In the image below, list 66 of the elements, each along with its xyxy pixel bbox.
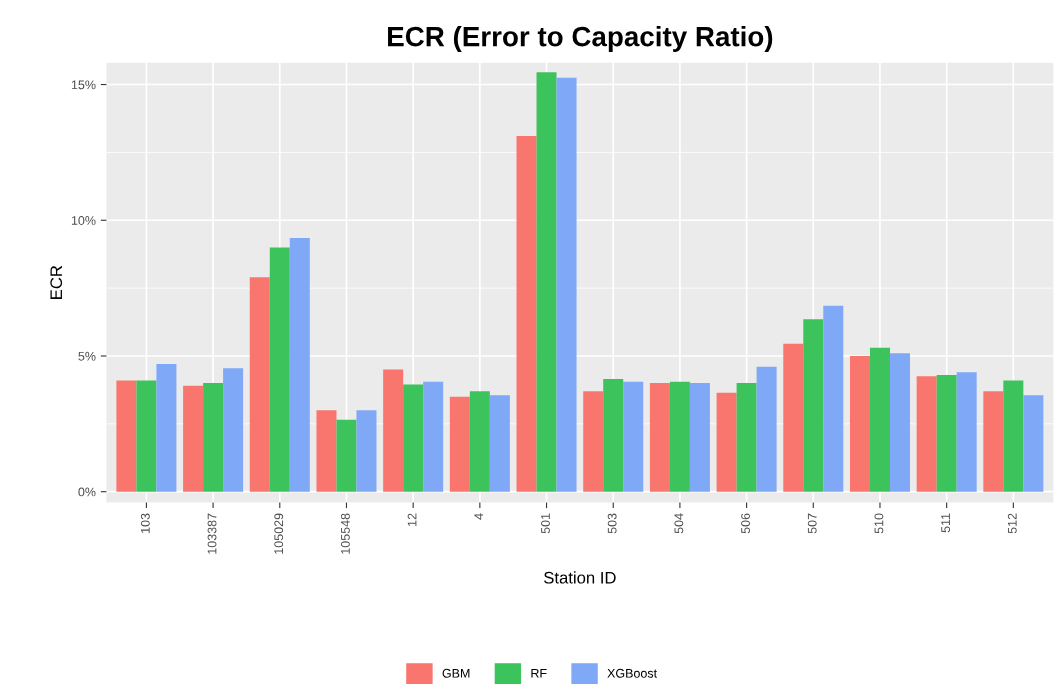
bar: [449, 396, 470, 492]
bar: [223, 368, 244, 492]
bar: [516, 136, 537, 492]
bar: [603, 379, 624, 492]
bar: [423, 381, 444, 492]
bar: [783, 343, 804, 492]
bar: [156, 364, 177, 492]
x-tick-label: 105029: [274, 513, 284, 554]
bar: [716, 392, 737, 492]
bar: [916, 376, 937, 492]
x-tick-label: 105548: [340, 513, 350, 554]
bar: [736, 383, 757, 492]
x-tick-label: 507: [807, 513, 817, 534]
legend-label: GBM: [442, 668, 470, 678]
x-tick-label: 4: [474, 513, 484, 520]
bar: [689, 383, 710, 492]
y-tick-label: 5%: [78, 351, 96, 361]
y-tick-label: 10%: [71, 216, 96, 225]
bar: [249, 277, 270, 492]
bar: [1023, 395, 1044, 492]
bar: [983, 391, 1004, 492]
y-tick-label: 0%: [78, 487, 96, 497]
bar: [536, 72, 557, 492]
x-tick-label: 504: [674, 513, 684, 534]
legend-label: XGBoost: [607, 668, 657, 678]
x-tick-label: 103: [140, 513, 150, 533]
bar: [269, 247, 290, 492]
chart-title: ECR (Error to Capacity Ratio): [388, 26, 773, 52]
x-tick-label: 512: [1007, 513, 1017, 534]
x-tick-label: 506: [741, 513, 750, 534]
bar: [623, 381, 644, 492]
x-tick-label: 501: [541, 513, 550, 534]
bar: [183, 385, 204, 492]
x-tick-label: 103387: [207, 513, 217, 554]
bar: [356, 410, 377, 492]
bar: [316, 410, 337, 492]
bar: [649, 383, 670, 492]
bar: [469, 391, 490, 492]
bar: [889, 353, 910, 492]
x-tick-label: 510: [874, 513, 884, 534]
x-tick-label: 12: [407, 513, 417, 526]
bar: [136, 380, 157, 492]
bar: [936, 374, 957, 492]
bar: [403, 384, 424, 492]
bar: [116, 380, 137, 492]
bar: [669, 381, 690, 492]
bar: [583, 391, 604, 492]
bar: [803, 319, 824, 492]
bar: [336, 419, 357, 492]
y-axis-title: ECR: [50, 265, 63, 299]
x-tick-label: 503: [607, 513, 617, 534]
bar: [956, 372, 977, 492]
bar: [289, 237, 310, 492]
bar: [1003, 380, 1024, 492]
bar: [823, 305, 844, 492]
bar: [869, 347, 890, 492]
x-tick-label: 511: [941, 513, 951, 533]
bar: [756, 366, 777, 492]
legend-label: RF: [531, 668, 547, 678]
bar: [203, 383, 224, 492]
bar: [849, 355, 870, 492]
y-tick-label: 15%: [71, 80, 96, 90]
bar: [489, 395, 510, 492]
x-axis-title: Station ID: [544, 571, 616, 584]
bar: [556, 77, 577, 492]
bar: [383, 369, 404, 492]
